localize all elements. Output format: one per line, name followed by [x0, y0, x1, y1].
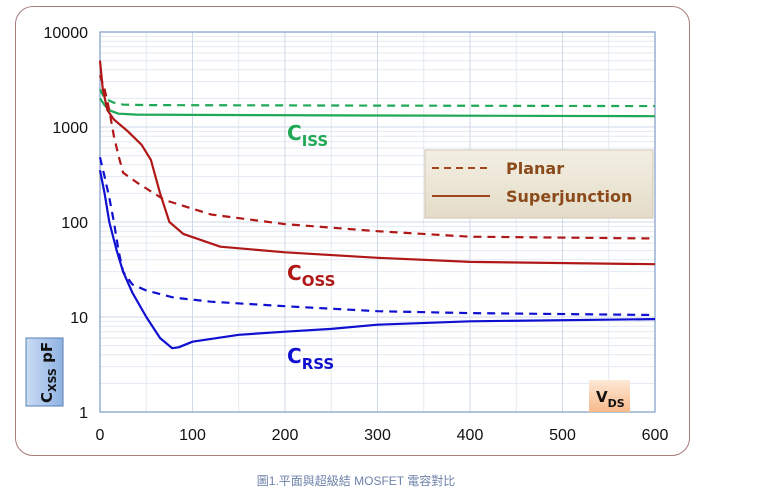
y-axis-label-box — [25, 337, 64, 407]
series-line-ciss-planar — [99, 88, 656, 108]
x-tick-label: 600 — [642, 427, 669, 444]
y-tick-label: 10000 — [44, 25, 89, 42]
curve-label-rss: CRSS — [287, 344, 334, 373]
series-line-crss-planar — [98, 157, 656, 317]
series-line-coss-planar — [98, 74, 656, 240]
y-axis-label: CXSS pF — [38, 342, 59, 403]
y-tick-label: 1000 — [52, 120, 88, 137]
y-tick-label: 1 — [79, 405, 88, 422]
figure-caption: 圖1.平面與超級結 MOSFET 電容對比 — [256, 474, 456, 488]
x-tick-label: 100 — [179, 427, 206, 444]
x-tick-label: 200 — [272, 427, 299, 444]
series-line-coss-superjunction — [98, 60, 656, 266]
x-axis-label: VDS — [596, 388, 625, 410]
y-tick-label: 100 — [61, 215, 88, 232]
x-tick-label: 300 — [364, 427, 391, 444]
series-line-crss-superjunction — [98, 170, 656, 350]
legend-label-planar: Planar — [506, 159, 564, 178]
plot-border — [99, 31, 656, 413]
x-tick-label: 400 — [457, 427, 484, 444]
legend-box — [424, 149, 654, 219]
x-tick-label: 0 — [96, 427, 105, 444]
x-axis-label-box — [589, 380, 630, 412]
y-tick-label: 10 — [70, 310, 88, 327]
x-tick-label: 500 — [549, 427, 576, 444]
chart-frame — [15, 6, 690, 456]
curve-label-iss: CISS — [287, 121, 328, 150]
legend-label-superjunction: Superjunction — [506, 187, 632, 206]
curve-label-oss: COSS — [287, 261, 335, 290]
